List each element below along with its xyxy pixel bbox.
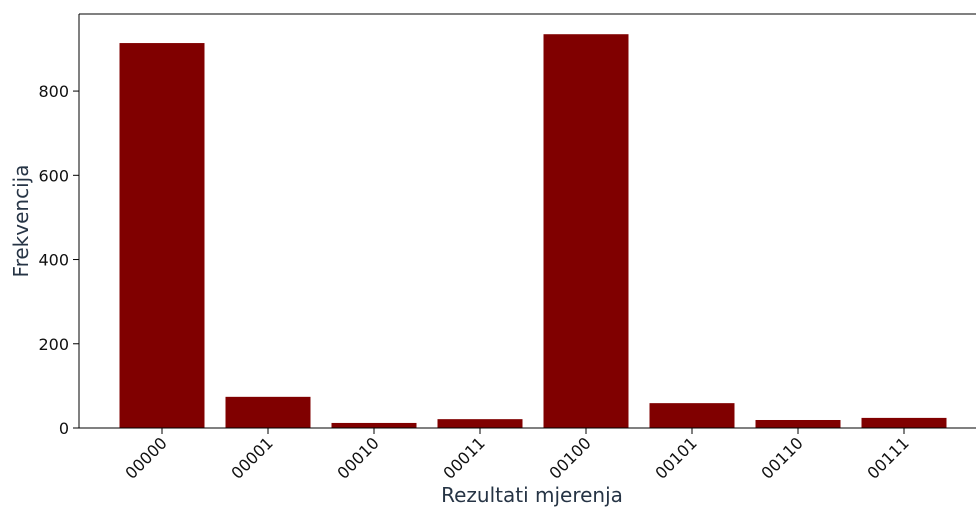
bar xyxy=(437,419,523,428)
x-tick-label: 00111 xyxy=(863,433,912,482)
y-tick-label: 200 xyxy=(38,335,69,354)
bar xyxy=(861,417,947,428)
axes-frame xyxy=(78,13,976,429)
bar xyxy=(649,403,735,428)
x-tick-label: 00001 xyxy=(227,433,276,482)
bar xyxy=(755,419,841,428)
y-tick-label: 800 xyxy=(38,82,69,101)
y-tick-label: 0 xyxy=(59,419,69,438)
y-tick-label: 600 xyxy=(38,166,69,185)
x-axis-label: Rezultati mjerenja xyxy=(441,483,623,507)
x-tick-label: 00010 xyxy=(333,433,382,482)
y-tick-label: 400 xyxy=(38,251,69,270)
x-tick-label: 00011 xyxy=(439,433,488,482)
x-tick-label: 00101 xyxy=(651,433,700,482)
x-tick-label: 00110 xyxy=(757,433,806,482)
bar xyxy=(225,396,311,428)
y-axis-label: Frekvencija xyxy=(9,165,33,278)
x-tick-label: 00100 xyxy=(545,433,594,482)
x-tick-label: 00000 xyxy=(121,433,170,482)
bar xyxy=(119,43,205,428)
bar xyxy=(331,422,417,428)
bar xyxy=(543,34,629,428)
